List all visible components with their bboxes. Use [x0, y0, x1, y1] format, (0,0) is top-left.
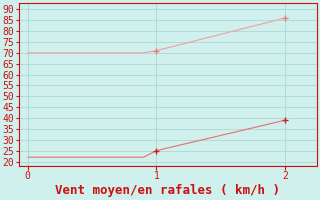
X-axis label: Vent moyen/en rafales ( km/h ): Vent moyen/en rafales ( km/h ): [55, 184, 280, 197]
